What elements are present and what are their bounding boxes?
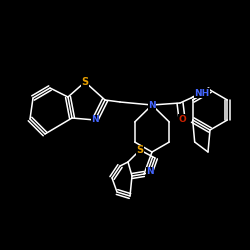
Text: S: S [82,77,88,87]
Text: O: O [178,114,186,124]
Text: NH: NH [194,88,210,98]
Text: S: S [136,145,143,155]
Text: N: N [146,168,154,176]
Text: N: N [91,116,99,124]
Text: N: N [148,100,156,110]
